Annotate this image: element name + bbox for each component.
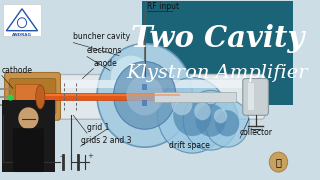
- Circle shape: [183, 90, 238, 150]
- Bar: [142, 84, 148, 90]
- Bar: [58, 80, 257, 88]
- Text: cathode: cathode: [2, 66, 33, 75]
- Text: collector: collector: [240, 128, 273, 137]
- Circle shape: [194, 102, 211, 120]
- Bar: [154, 92, 236, 102]
- Text: -: -: [60, 153, 62, 159]
- Text: ANDRAG: ANDRAG: [12, 33, 32, 37]
- Circle shape: [126, 75, 163, 115]
- Circle shape: [205, 99, 249, 147]
- Bar: [40, 93, 182, 100]
- Circle shape: [215, 110, 239, 136]
- FancyBboxPatch shape: [4, 73, 60, 120]
- FancyBboxPatch shape: [9, 78, 56, 114]
- FancyBboxPatch shape: [13, 128, 44, 172]
- Circle shape: [173, 94, 212, 136]
- Circle shape: [196, 104, 226, 137]
- Text: buncher cavity: buncher cavity: [73, 32, 131, 41]
- Text: 🐕: 🐕: [276, 157, 281, 167]
- Bar: [248, 84, 254, 110]
- Circle shape: [157, 77, 227, 153]
- Ellipse shape: [36, 85, 45, 109]
- Circle shape: [172, 93, 192, 115]
- Bar: [15, 84, 40, 108]
- Text: RF input: RF input: [148, 2, 180, 11]
- Text: Klystron Amplifier: Klystron Amplifier: [127, 64, 308, 82]
- Circle shape: [269, 152, 288, 172]
- Bar: [42, 94, 180, 96]
- Circle shape: [111, 56, 151, 99]
- Circle shape: [114, 62, 176, 129]
- FancyBboxPatch shape: [50, 75, 265, 119]
- Circle shape: [214, 109, 227, 123]
- Text: Two Cavity: Two Cavity: [131, 24, 304, 53]
- Bar: [142, 1, 293, 105]
- Text: drift space: drift space: [170, 141, 210, 150]
- Text: grid 1: grid 1: [87, 123, 109, 132]
- FancyBboxPatch shape: [243, 78, 268, 115]
- Bar: [142, 100, 148, 106]
- FancyBboxPatch shape: [2, 100, 55, 172]
- Text: anode: anode: [93, 58, 117, 68]
- Circle shape: [18, 107, 38, 129]
- Circle shape: [97, 44, 192, 147]
- Text: +: +: [87, 153, 93, 159]
- Text: electrons: electrons: [87, 46, 122, 55]
- Bar: [3, 4, 41, 36]
- Text: grids 2 and 3: grids 2 and 3: [81, 136, 131, 145]
